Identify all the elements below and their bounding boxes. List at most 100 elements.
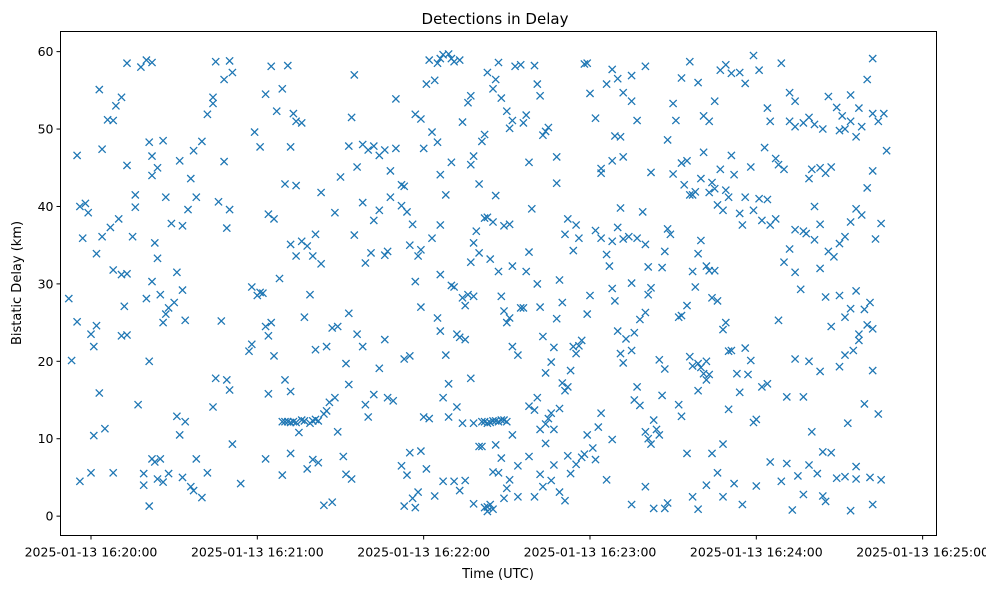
detection-marker xyxy=(882,146,891,155)
detection-marker xyxy=(743,370,753,379)
detection-marker xyxy=(247,340,256,349)
detection-marker xyxy=(208,93,218,102)
detection-marker xyxy=(541,127,550,136)
detection-marker xyxy=(755,194,764,203)
detection-marker xyxy=(430,491,439,501)
detection-marker xyxy=(458,118,467,127)
detection-marker xyxy=(161,193,170,202)
detection-marker xyxy=(827,448,836,457)
detection-marker xyxy=(602,250,611,259)
x-axis-label: Time (UTC) xyxy=(461,567,534,582)
detection-marker xyxy=(533,279,542,288)
detection-marker xyxy=(488,505,498,514)
detection-marker xyxy=(724,405,733,414)
detection-marker xyxy=(461,476,470,485)
detection-marker xyxy=(499,494,509,503)
detection-marker xyxy=(807,165,816,174)
detection-marker xyxy=(602,80,611,89)
detection-marker xyxy=(749,51,758,60)
detection-marker xyxy=(721,186,730,195)
y-axis-label: Bistatic Delay (km) xyxy=(10,221,25,345)
detection-marker xyxy=(547,358,556,367)
detection-marker xyxy=(641,308,650,317)
detection-marker xyxy=(516,303,525,312)
detection-marker xyxy=(547,476,556,485)
detection-marker xyxy=(272,107,281,116)
detection-marker xyxy=(286,387,295,396)
detection-marker xyxy=(322,342,331,351)
detection-marker xyxy=(796,285,805,294)
detection-marker xyxy=(849,346,858,355)
detection-marker xyxy=(560,386,570,395)
x-tick-label: 2025-01-13 16:22:00 xyxy=(357,545,490,560)
detection-marker xyxy=(480,130,489,139)
detection-marker xyxy=(555,404,564,413)
detection-marker xyxy=(713,468,722,477)
detection-marker xyxy=(122,269,132,278)
detection-marker xyxy=(791,268,800,277)
detection-marker xyxy=(153,474,162,484)
detection-marker xyxy=(763,379,772,388)
detection-marker xyxy=(763,195,772,204)
detection-marker xyxy=(649,504,658,513)
detection-marker xyxy=(871,234,880,244)
detection-marker xyxy=(225,56,234,65)
detection-marker xyxy=(95,85,104,94)
detection-marker xyxy=(172,412,181,421)
detection-marker xyxy=(317,188,326,197)
detection-marker xyxy=(749,206,758,215)
detection-marker xyxy=(738,500,747,509)
x-tick-label: 2025-01-13 16:21:00 xyxy=(191,545,324,560)
detection-marker xyxy=(832,474,841,483)
detection-marker xyxy=(846,90,855,100)
detection-marker xyxy=(810,120,819,129)
detection-marker xyxy=(75,202,84,211)
detection-marker xyxy=(364,145,373,155)
detection-marker xyxy=(843,419,852,428)
detection-marker xyxy=(608,156,617,165)
detection-marker xyxy=(757,216,766,225)
detection-marker xyxy=(671,116,680,125)
detection-marker xyxy=(846,506,855,515)
detection-marker xyxy=(630,328,639,337)
detection-marker xyxy=(782,392,791,401)
detection-marker xyxy=(109,116,118,125)
detection-marker xyxy=(322,406,331,415)
detection-marker xyxy=(317,259,326,268)
detection-marker xyxy=(597,409,606,418)
detection-marker xyxy=(469,419,478,428)
detection-marker xyxy=(868,500,877,509)
detection-marker xyxy=(383,393,392,402)
detection-marker xyxy=(502,417,511,426)
detection-marker xyxy=(810,235,819,244)
detection-marker xyxy=(380,335,389,344)
detection-marker xyxy=(264,389,273,398)
detection-marker xyxy=(405,241,414,250)
x-axis: 2025-01-13 16:20:00 2025-01-13 16:21:00 20… xyxy=(25,535,986,560)
detection-marker xyxy=(350,70,359,79)
detection-marker xyxy=(502,484,511,493)
detection-marker xyxy=(718,325,728,334)
detection-marker xyxy=(594,423,603,432)
detection-marker xyxy=(879,109,888,118)
detection-marker xyxy=(261,454,270,463)
detection-marker xyxy=(583,430,592,439)
detection-marker xyxy=(305,290,315,299)
detection-marker xyxy=(552,152,561,161)
detection-marker xyxy=(522,111,531,120)
detection-marker xyxy=(67,356,76,365)
detection-marker xyxy=(336,172,345,182)
x-tick-label: 2025-01-13 16:23:00 xyxy=(524,545,657,560)
detection-marker xyxy=(699,148,708,157)
detection-marker xyxy=(147,277,157,286)
detection-marker xyxy=(444,49,453,59)
detection-marker xyxy=(641,62,650,71)
detection-marker xyxy=(563,451,572,460)
detection-marker xyxy=(344,142,353,151)
detection-marker xyxy=(727,346,736,355)
detection-marker xyxy=(771,214,780,223)
detection-marker xyxy=(677,73,686,83)
detection-marker xyxy=(150,238,159,247)
detection-marker xyxy=(203,468,212,477)
detection-marker xyxy=(222,224,231,233)
